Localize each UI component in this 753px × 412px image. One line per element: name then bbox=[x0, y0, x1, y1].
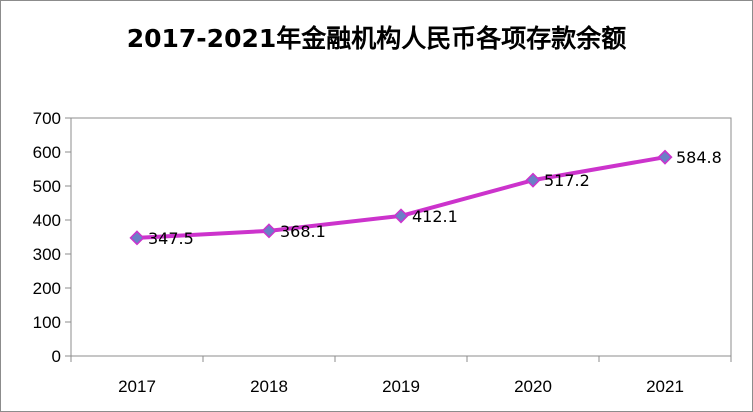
y-tick-label: 200 bbox=[33, 279, 61, 298]
plot-area bbox=[70, 117, 732, 357]
data-label: 584.8 bbox=[676, 148, 722, 167]
x-tick-label: 2019 bbox=[382, 377, 420, 396]
data-label: 368.1 bbox=[280, 222, 326, 241]
x-tick-label: 2018 bbox=[250, 377, 288, 396]
data-point-marker bbox=[261, 223, 277, 239]
data-point-marker bbox=[657, 149, 673, 165]
y-tick-label: 500 bbox=[33, 177, 61, 196]
data-point-marker bbox=[129, 230, 145, 246]
y-tick-label: 300 bbox=[33, 245, 61, 264]
x-tick-label: 2017 bbox=[118, 377, 156, 396]
x-tick-label: 2020 bbox=[514, 377, 552, 396]
data-label: 412.1 bbox=[412, 207, 458, 226]
series-line bbox=[135, 155, 667, 240]
y-tick-label: 600 bbox=[33, 143, 61, 162]
y-tick-label: 0 bbox=[52, 347, 61, 366]
y-tick-label: 100 bbox=[33, 313, 61, 332]
data-point-marker bbox=[525, 172, 541, 188]
data-label: 347.5 bbox=[148, 229, 194, 248]
y-tick-label: 700 bbox=[33, 109, 61, 128]
data-label: 517.2 bbox=[544, 171, 590, 190]
data-point-marker bbox=[393, 208, 409, 224]
y-axis: 0 100 200 300 400 500 600 700 bbox=[33, 109, 71, 366]
x-axis: 2017 2018 2019 2020 2021 bbox=[70, 356, 732, 396]
y-tick-label: 400 bbox=[33, 211, 61, 230]
x-tick-label: 2021 bbox=[646, 377, 684, 396]
series-group: 347.5 368.1 412.1 517.2 584.8 bbox=[129, 148, 722, 248]
chart-title: 2017-2021年金融机构人民币各项存款余额 bbox=[126, 24, 627, 53]
